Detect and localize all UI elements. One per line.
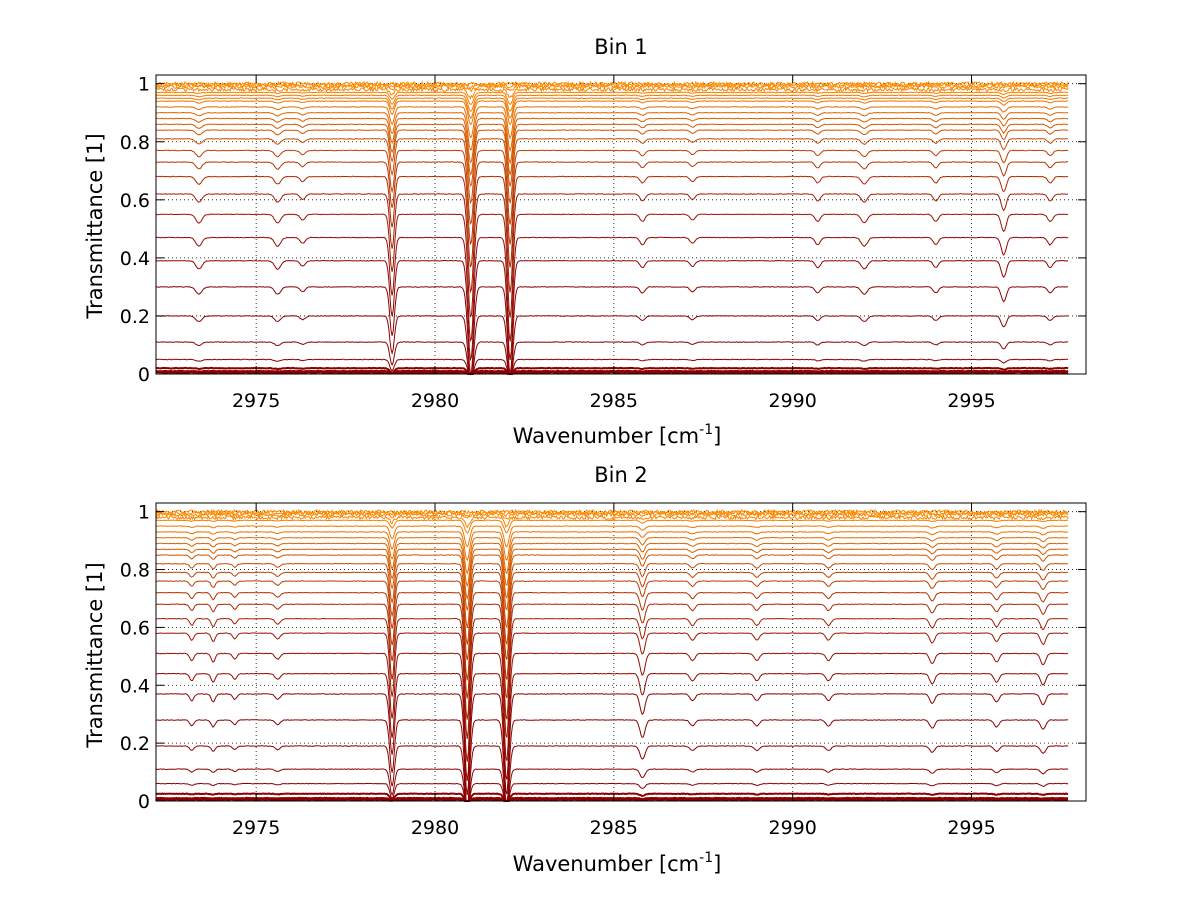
x-tick-label: 2980 (411, 390, 459, 412)
tick-marks (156, 503, 1086, 802)
series-line (155, 652, 1069, 762)
series-line (155, 571, 1069, 646)
series-line (155, 213, 1069, 318)
series-line (155, 97, 1069, 119)
grid (156, 75, 1086, 375)
series-line (155, 536, 1069, 575)
series-line (155, 123, 1069, 176)
series-line (155, 617, 1069, 720)
chart-panel-bin-1: Bin 1 2975 2980 2985 2990 2995 0 0.2 0.4 0.6 0.8… (83, 35, 1087, 448)
series-line (155, 315, 1069, 375)
y-tick-label: 0.6 (120, 190, 150, 212)
series-line (156, 511, 1069, 520)
y-tick-label: 0.2 (120, 306, 150, 328)
x-tick-label: 2985 (590, 817, 638, 839)
x-tick-label: 2975 (232, 390, 280, 412)
series-line (156, 149, 1069, 226)
series-line (156, 341, 1069, 375)
series-line (155, 369, 1069, 375)
chart-title: Bin 2 (594, 463, 648, 487)
series-line (155, 796, 1069, 802)
series-group (155, 508, 1069, 802)
y-tick-label: 0.8 (120, 132, 150, 154)
series-line (155, 792, 1069, 802)
x-tick-label: 2995 (947, 390, 995, 412)
x-axis-label: Wavenumber [cm-1] (513, 850, 722, 876)
y-tick-labels: 0 0.2 0.4 0.6 0.8 1 (120, 502, 150, 813)
x-tick-label: 2995 (947, 817, 995, 839)
y-tick-label: 0.4 (120, 248, 150, 270)
series-line (155, 554, 1069, 611)
series-line (155, 83, 1069, 93)
series-line (156, 632, 1069, 740)
y-tick-labels: 0 0.2 0.4 0.6 0.8 1 (120, 74, 150, 386)
series-line (155, 745, 1069, 802)
series-line (156, 603, 1069, 699)
series-line (155, 672, 1069, 781)
tick-marks (156, 75, 1086, 375)
x-tick-labels: 2975 2980 2985 2990 2995 (232, 817, 996, 839)
series-group (155, 80, 1069, 376)
y-tick-label: 1 (138, 74, 150, 96)
axes-frame (155, 502, 1087, 802)
series-line (156, 286, 1069, 376)
x-tick-label: 2990 (769, 817, 817, 839)
x-tick-label: 2980 (411, 817, 459, 839)
series-line (155, 91, 1069, 106)
series-line (155, 782, 1069, 802)
series-line (155, 798, 1069, 802)
series-line (155, 161, 1069, 246)
series-line (155, 514, 1069, 529)
y-tick-label: 0.2 (120, 733, 150, 755)
grid (156, 503, 1086, 802)
y-tick-label: 0.8 (120, 560, 150, 582)
series-line (155, 719, 1069, 802)
series-line (155, 193, 1069, 294)
x-tick-label: 2975 (232, 817, 280, 839)
x-tick-labels: 2975 2980 2985 2990 2995 (232, 390, 996, 412)
y-tick-label: 0.6 (120, 617, 150, 639)
series-line (155, 542, 1069, 588)
series-line (155, 580, 1069, 661)
series-line (155, 236, 1069, 343)
series-line (155, 591, 1069, 681)
y-tick-label: 1 (138, 502, 150, 524)
series-line (155, 175, 1069, 268)
series-line (156, 519, 1069, 534)
series-line (156, 366, 1069, 375)
y-axis-label: Transmittance [1] (83, 562, 107, 748)
series-line (155, 86, 1069, 100)
series-line (155, 525, 1069, 548)
series-line (156, 117, 1069, 165)
x-tick-label: 2985 (590, 390, 638, 412)
series-line (155, 94, 1069, 112)
x-axis-label: Wavenumber [cm-1] (513, 422, 722, 448)
series-line (155, 562, 1069, 629)
series-line (156, 129, 1069, 187)
y-tick-label: 0 (138, 364, 150, 386)
series-line (155, 548, 1069, 601)
series-line (155, 106, 1069, 140)
series-line (155, 693, 1069, 796)
x-tick-label: 2990 (769, 390, 817, 412)
series-line (155, 111, 1069, 153)
chart-title: Bin 1 (594, 35, 648, 59)
y-axis-label: Transmittance [1] (83, 133, 107, 319)
series-line (155, 259, 1069, 362)
series-line (155, 81, 1069, 90)
series-line (155, 531, 1069, 562)
y-tick-label: 0.4 (120, 675, 150, 697)
chart-panel-bin-2: Bin 2 2975 2980 2985 2990 2995 0 0.2 0.4 0.6 0.8… (83, 463, 1087, 876)
series-line (155, 508, 1069, 515)
series-line (155, 138, 1069, 205)
axes-frame (155, 74, 1087, 375)
y-tick-label: 0 (138, 791, 150, 813)
series-line (155, 358, 1069, 375)
series-line (155, 768, 1069, 802)
series-line (155, 371, 1069, 375)
series-line (155, 100, 1069, 126)
